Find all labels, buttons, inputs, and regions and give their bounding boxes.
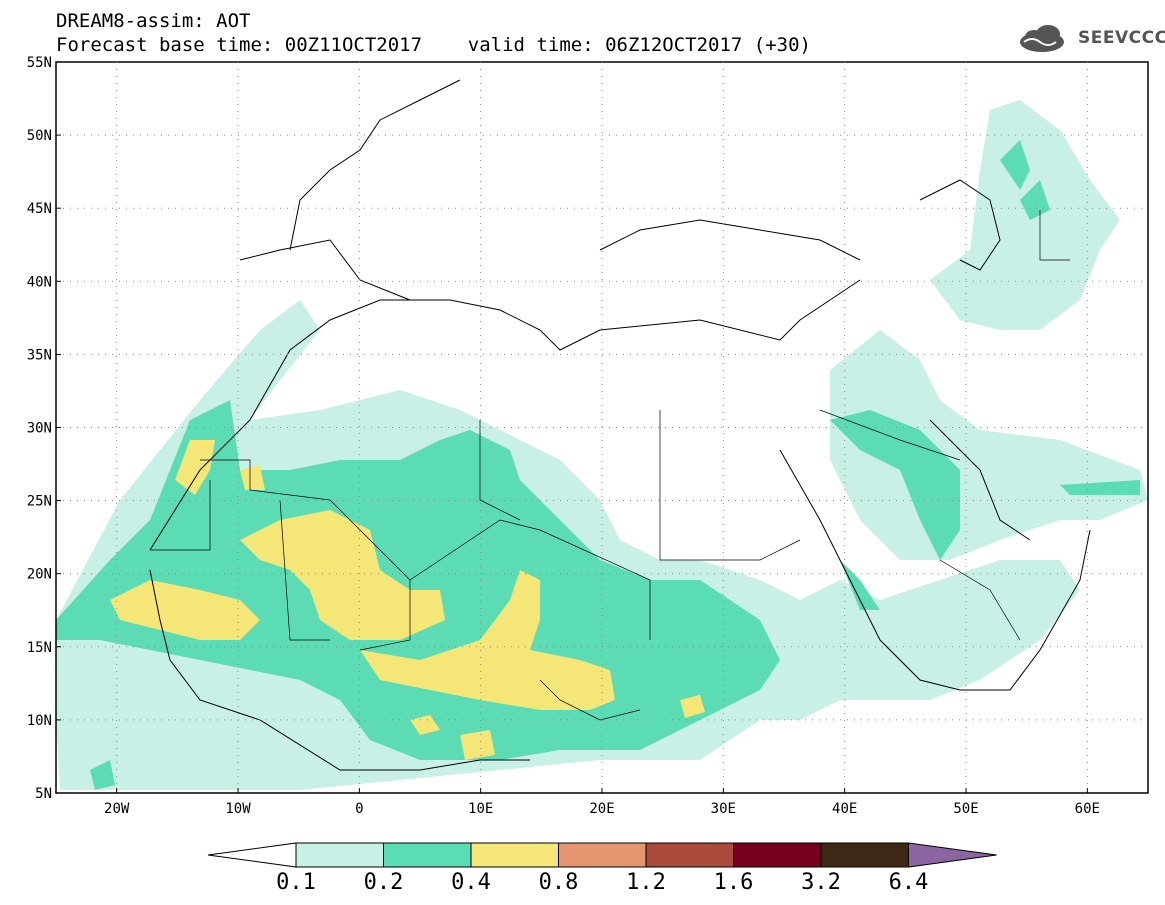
colorbar-swatch: [295, 842, 384, 868]
lon-label: 40E: [832, 801, 857, 817]
colorbar-swatch: [383, 842, 472, 868]
lat-label: 25N: [27, 494, 52, 510]
lat-label: 35N: [27, 347, 52, 363]
aot-field-0-4: [110, 440, 705, 760]
colorbar-label: 0.2: [363, 870, 404, 895]
lat-label: 10N: [27, 713, 52, 729]
colorbar-label: 1.6: [713, 870, 754, 895]
colorbar-swatch: [470, 842, 559, 868]
lon-label: 10W: [225, 801, 251, 817]
colorbar-label: 3.2: [801, 870, 841, 895]
graticule: [56, 62, 1148, 793]
cloud-icon: [1020, 25, 1064, 52]
colorbar-swatch: [558, 842, 647, 868]
colorbar-label: 0.4: [451, 870, 491, 895]
logo-text: SEEVCCC: [1078, 28, 1165, 48]
lon-label: 50E: [953, 801, 978, 817]
lon-label: 20W: [104, 801, 130, 817]
lon-label: 0: [355, 801, 363, 817]
title-line-2: Forecast base time: 00Z11OCT2017 valid t…: [56, 34, 811, 56]
colorbar-label: 0.1: [276, 870, 316, 895]
colorbar: [207, 842, 997, 868]
colorbar-left-arrow: [207, 842, 297, 868]
lat-label: 50N: [27, 128, 52, 144]
title-line-1: DREAM8-assim: AOT: [56, 10, 251, 32]
lat-label: 55N: [27, 55, 52, 71]
colorbar-label: 6.4: [888, 870, 929, 895]
axis-ticks: [56, 61, 1088, 794]
colorbar-swatch: [645, 842, 734, 868]
lat-labels: 55N 50N 45N 40N 35N 30N 25N 20N 15N 10N 5N: [27, 55, 52, 802]
lon-label: 10E: [468, 801, 493, 817]
colorbar-label: 1.2: [626, 870, 666, 895]
lon-label: 30E: [711, 801, 736, 817]
lon-labels: 20W 10W 0 10E 20E 30E 40E 50E 60E: [104, 801, 1100, 817]
lat-label: 15N: [27, 640, 52, 656]
lat-label: 30N: [27, 421, 52, 437]
colorbar-label: 0.8: [538, 870, 579, 895]
colorbar-swatch: [733, 842, 822, 868]
lon-label: 60E: [1075, 801, 1100, 817]
lat-label: 5N: [35, 786, 52, 802]
colorbar-swatch: [820, 842, 909, 868]
colorbar-right-arrow: [908, 842, 997, 868]
lon-label: 20E: [589, 801, 614, 817]
lat-label: 40N: [27, 274, 52, 290]
seevccc-logo: [1020, 25, 1064, 52]
lat-label: 45N: [27, 201, 52, 217]
lat-label: 20N: [27, 567, 52, 583]
borders: [150, 210, 1070, 721]
